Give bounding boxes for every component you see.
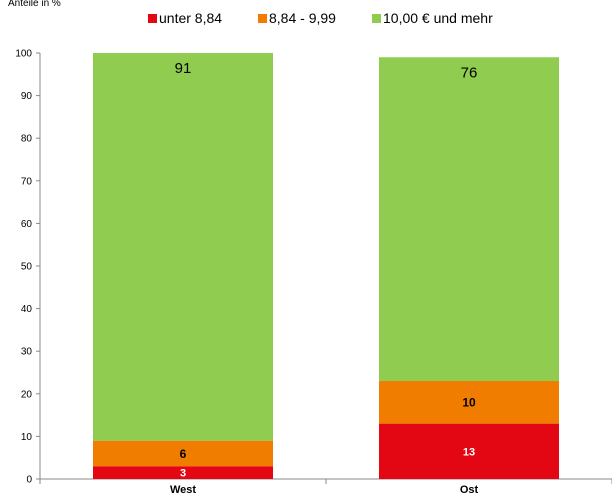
data-label: 91 <box>175 60 192 77</box>
legend-swatch <box>258 14 267 23</box>
data-labels: 3 6 91 13 10 76 <box>175 60 478 480</box>
y-tick-label: 0 <box>26 475 32 486</box>
data-label: 76 <box>461 64 478 81</box>
x-tick-label: West <box>170 484 196 496</box>
x-tick-label: Ost <box>460 484 479 496</box>
y-tick-label: 30 <box>21 347 33 358</box>
bar-segment <box>379 57 559 382</box>
legend-label: 10,00 € und mehr <box>383 10 493 26</box>
y-tick-label: 50 <box>21 262 33 273</box>
y-tick-label: 60 <box>21 219 33 230</box>
y-tick-label: 40 <box>21 304 33 315</box>
y-tick-label: 70 <box>21 176 33 187</box>
bar-segment <box>93 53 273 441</box>
data-label: 3 <box>180 468 186 480</box>
legend-label: 8,84 - 9,99 <box>269 10 336 26</box>
bar-segment <box>93 440 273 467</box>
legend-swatch <box>372 14 381 23</box>
corner-label: Anteile in % <box>8 0 61 9</box>
data-label: 6 <box>180 447 187 461</box>
y-tick-label: 20 <box>21 389 33 400</box>
bar-segment <box>93 466 273 479</box>
legend-swatch <box>148 14 157 23</box>
bars <box>93 53 559 479</box>
legend-label: unter 8,84 <box>159 10 222 26</box>
data-label: 10 <box>462 396 476 410</box>
y-tick-label: 90 <box>21 91 33 102</box>
y-tick-label: 80 <box>21 134 33 145</box>
bar-segment <box>379 423 559 479</box>
bar-segment <box>379 381 559 424</box>
y-tick-label: 100 <box>15 49 32 60</box>
y-tick-label: 10 <box>21 432 33 443</box>
data-label: 13 <box>463 446 475 458</box>
legend: unter 8,84 8,84 - 9,99 10,00 € und mehr <box>148 10 493 26</box>
